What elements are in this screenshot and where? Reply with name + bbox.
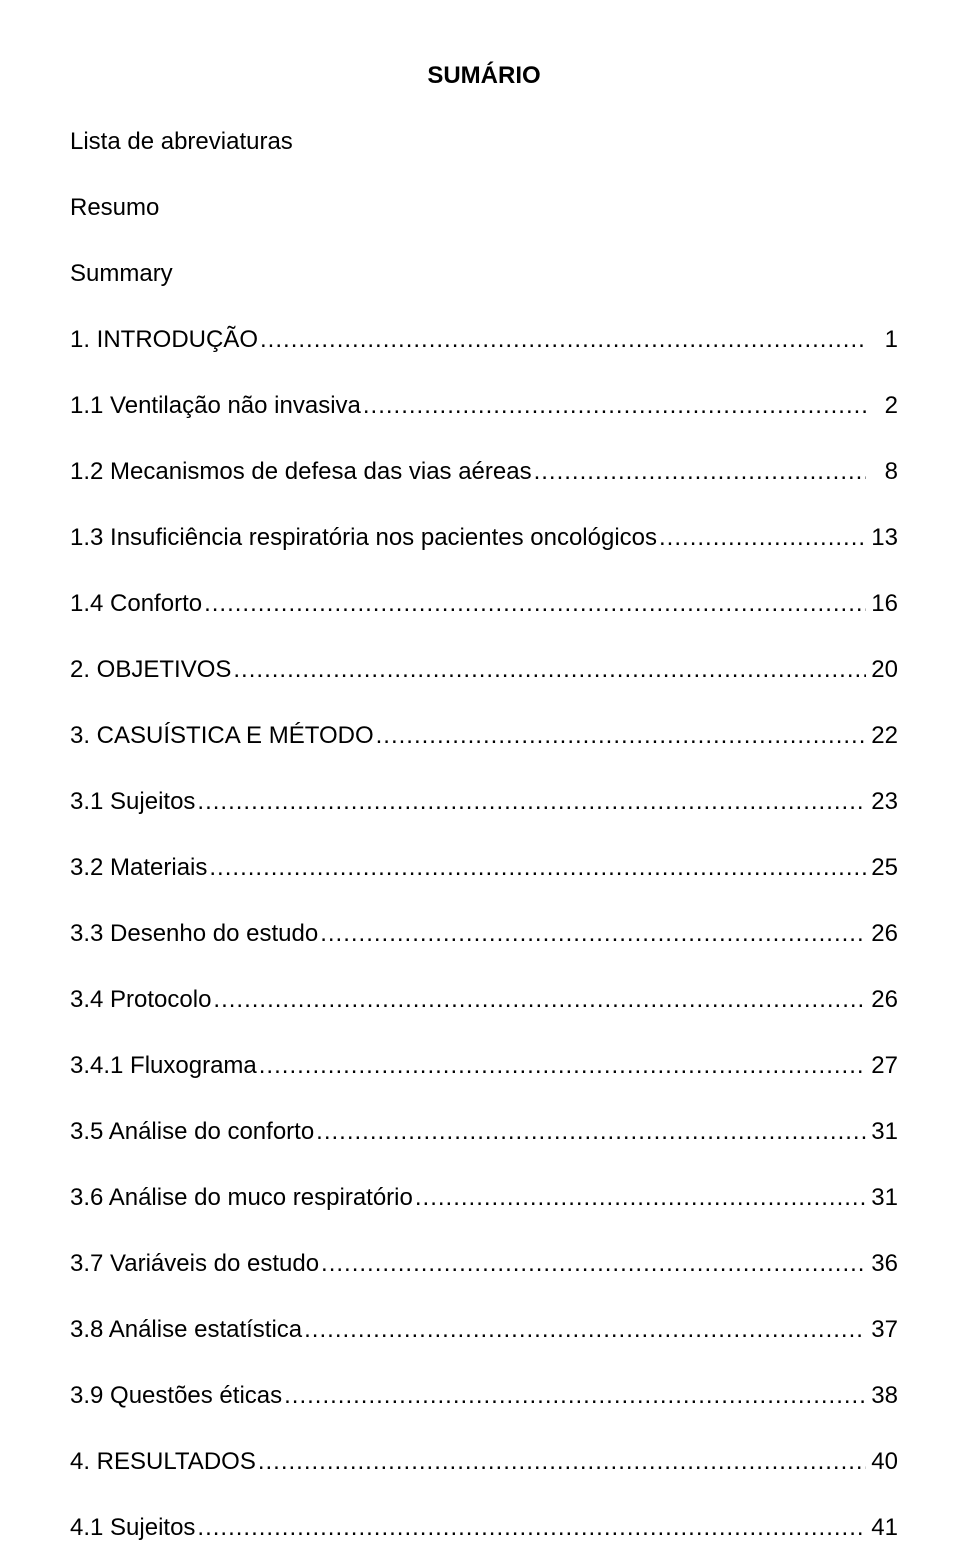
- toc-page-number: 22: [866, 722, 898, 750]
- toc-page-number: 36: [866, 1250, 898, 1278]
- toc-dot-leader: ........................................…: [202, 590, 866, 618]
- toc-row: 3.2 Materiais ..........................…: [70, 854, 898, 882]
- toc-row: 4. RESULTADOS ..........................…: [70, 1448, 898, 1476]
- toc-label: 1.2 Mecanismos de defesa das vias aéreas: [70, 458, 532, 486]
- toc-dot-leader: ........................................…: [231, 656, 866, 684]
- toc-page-number: 16: [866, 590, 898, 618]
- toc-label: 3.8 Análise estatística: [70, 1316, 302, 1344]
- toc-dot-leader: ........................................…: [532, 458, 866, 486]
- front-matter: Lista de abreviaturas Resumo Summary: [70, 128, 898, 288]
- toc-dot-leader: ........................................…: [413, 1184, 866, 1212]
- toc-page-number: 27: [866, 1052, 898, 1080]
- toc-label: 3.5 Análise do conforto: [70, 1118, 314, 1146]
- toc-label: 3.4.1 Fluxograma: [70, 1052, 257, 1080]
- front-line: Lista de abreviaturas: [70, 128, 898, 156]
- toc-row: 3.1 Sujeitos ...........................…: [70, 788, 898, 816]
- toc-row: 1.2 Mecanismos de defesa das vias aéreas…: [70, 458, 898, 486]
- toc-dot-leader: ........................................…: [361, 392, 866, 420]
- toc-row: 2. OBJETIVOS ...........................…: [70, 656, 898, 684]
- toc-label: 2. OBJETIVOS: [70, 656, 231, 684]
- toc-label: 3.9 Questões éticas: [70, 1382, 282, 1410]
- toc-page-number: 41: [866, 1514, 898, 1542]
- toc-label: 3. CASUÍSTICA E MÉTODO: [70, 722, 374, 750]
- front-line: Resumo: [70, 194, 898, 222]
- toc-row: 3.3 Desenho do estudo ..................…: [70, 920, 898, 948]
- toc-row: 3. CASUÍSTICA E MÉTODO .................…: [70, 722, 898, 750]
- toc-row: 3.7 Variáveis do estudo ................…: [70, 1250, 898, 1278]
- toc-label: 1.4 Conforto: [70, 590, 202, 618]
- toc-page-number: 23: [866, 788, 898, 816]
- toc-label: 4. RESULTADOS: [70, 1448, 256, 1476]
- toc-page-number: 31: [866, 1118, 898, 1146]
- toc-dot-leader: ........................................…: [257, 1052, 866, 1080]
- toc-dot-leader: ........................................…: [258, 326, 866, 354]
- toc-dot-leader: ........................................…: [282, 1382, 866, 1410]
- toc-dot-leader: ........................................…: [195, 788, 866, 816]
- toc-page-number: 13: [866, 524, 898, 552]
- toc-label: 3.7 Variáveis do estudo: [70, 1250, 319, 1278]
- toc-page-number: 26: [866, 986, 898, 1014]
- toc-row: 3.4 Protocolo ..........................…: [70, 986, 898, 1014]
- toc-dot-leader: ........................................…: [195, 1514, 866, 1542]
- toc-dot-leader: ........................................…: [319, 1250, 866, 1278]
- toc-page-number: 25: [866, 854, 898, 882]
- toc-label: 3.4 Protocolo: [70, 986, 211, 1014]
- toc-page-number: 8: [866, 458, 898, 486]
- toc-page-number: 40: [866, 1448, 898, 1476]
- toc-list: 1. INTRODUÇÃO ..........................…: [70, 326, 898, 1542]
- toc-page-number: 38: [866, 1382, 898, 1410]
- toc-dot-leader: ........................................…: [374, 722, 866, 750]
- toc-row: 1.4 Conforto ...........................…: [70, 590, 898, 618]
- toc-page-number: 2: [866, 392, 898, 420]
- toc-row: 3.5 Análise do conforto ................…: [70, 1118, 898, 1146]
- toc-title: SUMÁRIO: [70, 62, 898, 90]
- toc-row: 3.6 Análise do muco respiratório .......…: [70, 1184, 898, 1212]
- toc-dot-leader: ........................................…: [302, 1316, 866, 1344]
- toc-row: 4.1 Sujeitos ...........................…: [70, 1514, 898, 1542]
- toc-label: 1.1 Ventilação não invasiva: [70, 392, 361, 420]
- toc-row: 3.8 Análise estatística ................…: [70, 1316, 898, 1344]
- toc-dot-leader: ........................................…: [207, 854, 866, 882]
- toc-label: 3.1 Sujeitos: [70, 788, 195, 816]
- toc-page-number: 26: [866, 920, 898, 948]
- toc-label: 1.3 Insuficiência respiratória nos pacie…: [70, 524, 657, 552]
- toc-row: 3.4.1 Fluxograma........................…: [70, 1052, 898, 1080]
- toc-page-number: 37: [866, 1316, 898, 1344]
- toc-row: 3.9 Questões éticas ....................…: [70, 1382, 898, 1410]
- toc-label: 4.1 Sujeitos: [70, 1514, 195, 1542]
- toc-label: 3.2 Materiais: [70, 854, 207, 882]
- front-line: Summary: [70, 260, 898, 288]
- toc-dot-leader: ........................................…: [318, 920, 866, 948]
- toc-dot-leader: ........................................…: [211, 986, 866, 1014]
- toc-dot-leader: ........................................…: [256, 1448, 866, 1476]
- toc-page-number: 20: [866, 656, 898, 684]
- toc-page-number: 1: [866, 326, 898, 354]
- toc-row: 1.3 Insuficiência respiratória nos pacie…: [70, 524, 898, 552]
- toc-label: 1. INTRODUÇÃO: [70, 326, 258, 354]
- toc-row: 1. INTRODUÇÃO ..........................…: [70, 326, 898, 354]
- toc-label: 3.6 Análise do muco respiratório: [70, 1184, 413, 1212]
- toc-page-number: 31: [866, 1184, 898, 1212]
- toc-row: 1.1 Ventilação não invasiva ............…: [70, 392, 898, 420]
- toc-dot-leader: ........................................…: [314, 1118, 866, 1146]
- toc-dot-leader: ........................................…: [657, 524, 866, 552]
- toc-label: 3.3 Desenho do estudo: [70, 920, 318, 948]
